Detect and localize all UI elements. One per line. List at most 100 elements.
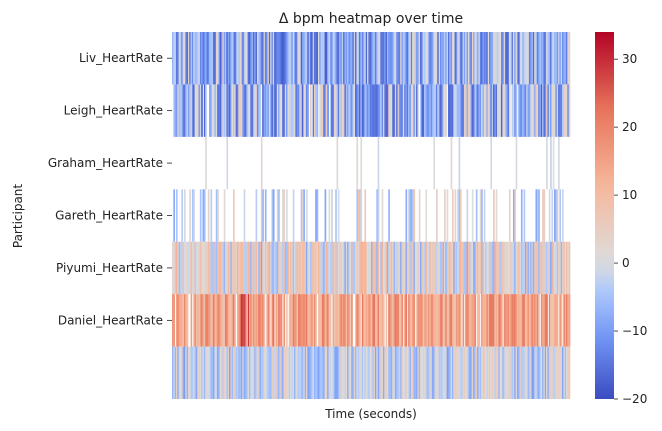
heatmap-cell bbox=[302, 294, 304, 347]
heatmap-cell bbox=[359, 346, 361, 399]
heatmap-cell bbox=[248, 241, 251, 295]
heatmap-cell bbox=[499, 241, 502, 295]
heatmap-cell bbox=[209, 32, 211, 85]
heatmap-cell bbox=[530, 84, 532, 137]
heatmap-cell bbox=[240, 32, 243, 85]
heatmap-cell bbox=[385, 84, 388, 137]
heatmap-cell bbox=[256, 84, 259, 137]
heatmap-cell bbox=[199, 189, 202, 242]
heatmap-cell bbox=[473, 84, 475, 137]
heatmap-cell bbox=[218, 294, 221, 347]
heatmap-cell bbox=[556, 346, 559, 399]
heatmap-cell bbox=[546, 241, 548, 295]
heatmap-cell bbox=[332, 241, 335, 295]
heatmap-cell bbox=[445, 346, 447, 399]
heatmap-cell bbox=[229, 84, 231, 137]
heatmap-cell bbox=[179, 241, 182, 295]
heatmap-cell bbox=[377, 32, 380, 85]
heatmap-cell bbox=[239, 84, 242, 137]
heatmap-cell bbox=[447, 294, 450, 347]
heatmap-cell bbox=[558, 84, 560, 137]
heatmap-cell bbox=[333, 32, 336, 85]
heatmap-cell bbox=[349, 346, 352, 399]
heatmap-cell bbox=[396, 294, 398, 347]
heatmap-cell bbox=[335, 294, 337, 347]
heatmap-cell bbox=[202, 189, 205, 242]
heatmap-cell bbox=[461, 346, 463, 399]
heatmap-cell bbox=[470, 346, 473, 399]
heatmap-cell bbox=[465, 294, 467, 347]
heatmap-cell bbox=[550, 346, 552, 399]
heatmap-cell bbox=[544, 294, 547, 347]
heatmap-cell bbox=[377, 294, 380, 347]
heatmap-cell bbox=[552, 32, 555, 85]
heatmap-cell bbox=[465, 346, 467, 399]
heatmap-cell bbox=[174, 84, 177, 137]
heatmap-cell bbox=[217, 84, 219, 137]
heatmap-cell bbox=[511, 32, 514, 85]
heatmap-cell bbox=[526, 294, 528, 347]
heatmap-cell bbox=[471, 241, 474, 295]
heatmap-cell bbox=[251, 241, 254, 295]
heatmap-cell bbox=[191, 241, 194, 295]
heatmap-cell bbox=[441, 84, 443, 137]
heatmap-cell bbox=[270, 84, 272, 137]
heatmap-cell bbox=[341, 241, 344, 295]
heatmap-cell bbox=[470, 84, 473, 137]
heatmap-cell bbox=[512, 32, 515, 85]
heatmap-cell bbox=[252, 294, 255, 347]
heatmap-cell bbox=[363, 32, 365, 85]
heatmap-cell bbox=[175, 32, 178, 85]
y-tick-label: Graham_HeartRate bbox=[48, 156, 163, 170]
heatmap-cell bbox=[554, 294, 556, 347]
heatmap-cell bbox=[231, 241, 234, 295]
heatmap-cell bbox=[550, 84, 552, 137]
heatmap-cell bbox=[449, 294, 451, 347]
heatmap-cell bbox=[230, 84, 233, 137]
heatmap-cell bbox=[344, 241, 347, 295]
heatmap-cell bbox=[498, 84, 501, 137]
heatmap-cell bbox=[291, 241, 294, 295]
heatmap-cell bbox=[400, 241, 402, 295]
heatmap-cell bbox=[243, 84, 246, 137]
heatmap-cell bbox=[540, 294, 543, 347]
heatmap-cell bbox=[173, 32, 176, 85]
heatmap-cell bbox=[389, 294, 392, 347]
heatmap-cell bbox=[503, 294, 506, 347]
heatmap-cell bbox=[222, 84, 225, 137]
heatmap-cell bbox=[337, 294, 340, 347]
heatmap-cell bbox=[528, 32, 531, 85]
heatmap-cell bbox=[233, 241, 235, 295]
heatmap-cell bbox=[324, 32, 327, 85]
heatmap-cell bbox=[316, 84, 319, 137]
heatmap-cell bbox=[416, 346, 418, 399]
heatmap-cell bbox=[207, 294, 210, 347]
heatmap-cell bbox=[381, 189, 384, 242]
heatmap-cell bbox=[252, 346, 255, 399]
heatmap-cell bbox=[471, 84, 474, 137]
heatmap-cell bbox=[329, 241, 332, 295]
heatmap-cell bbox=[405, 346, 408, 399]
heatmap-cell bbox=[199, 84, 202, 137]
heatmap-cell bbox=[284, 84, 287, 137]
heatmap-cell bbox=[356, 241, 359, 295]
heatmap-cell bbox=[337, 189, 340, 242]
heatmap-cell bbox=[445, 32, 447, 85]
heatmap-cell bbox=[380, 346, 382, 399]
heatmap-cell bbox=[231, 32, 234, 85]
heatmap-cell bbox=[286, 241, 288, 295]
heatmap-cell bbox=[478, 32, 481, 85]
heatmap-cell bbox=[336, 241, 339, 295]
heatmap-cell bbox=[359, 32, 361, 85]
heatmap-cell bbox=[276, 241, 279, 295]
heatmap-cell bbox=[222, 294, 225, 347]
heatmap-cell bbox=[272, 189, 275, 242]
heatmap-cell bbox=[262, 294, 264, 347]
heatmap-cell bbox=[566, 241, 568, 295]
heatmap-cell bbox=[187, 32, 190, 85]
heatmap-cell bbox=[229, 32, 231, 85]
heatmap-cell bbox=[368, 294, 371, 347]
heatmap-cell bbox=[355, 294, 357, 347]
heatmap-cell bbox=[408, 84, 410, 137]
heatmap-cell bbox=[451, 346, 454, 399]
